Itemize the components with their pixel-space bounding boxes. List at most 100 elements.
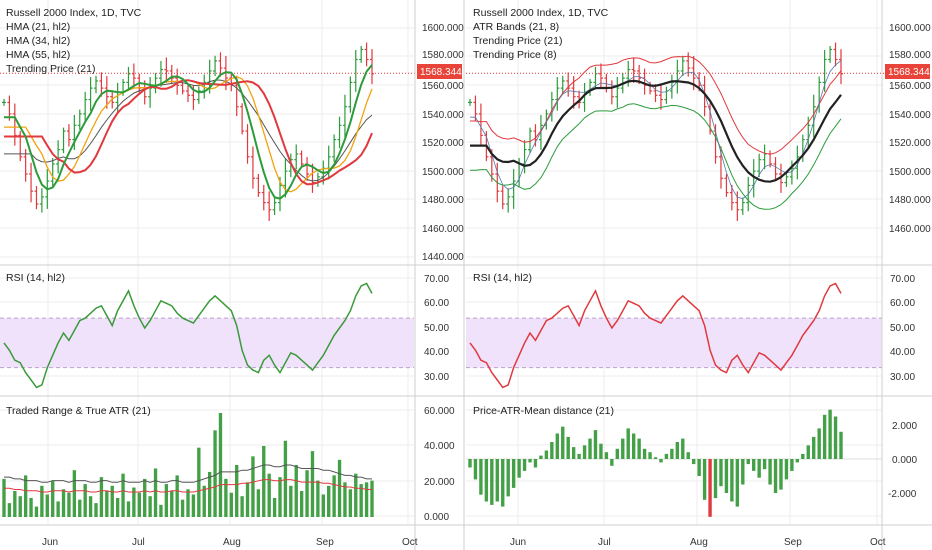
distance-bar xyxy=(528,459,532,463)
distance-bar xyxy=(511,459,516,488)
traded-range-bar xyxy=(310,451,315,517)
right-legend-trending21: Trending Price (21) xyxy=(473,35,562,47)
distance-bar xyxy=(479,459,483,495)
distance-bar xyxy=(506,459,510,497)
left-rsi-axis: 70.00 60.00 50.00 40.00 30.00 xyxy=(424,274,449,383)
traded-range-bar xyxy=(94,503,98,517)
traded-range-bar xyxy=(343,482,347,517)
left-price-tick: 1540.000 xyxy=(422,110,464,121)
distance-bar xyxy=(582,445,587,459)
left-price-tick: 1520.000 xyxy=(422,138,464,149)
distance-bar xyxy=(691,459,696,465)
traded-range-bar xyxy=(218,413,223,517)
distance-bar xyxy=(490,459,494,505)
distance-bar xyxy=(604,452,609,459)
left-vol-axis: 60.000 40.000 20.000 0.000 xyxy=(424,406,455,523)
right-dist-label: Price-ATR-Mean distance (21) xyxy=(473,405,614,417)
left-vol-tick: 0.000 xyxy=(424,512,449,523)
traded-range-bar xyxy=(51,480,55,517)
traded-range-bar xyxy=(23,475,28,517)
left-rsi-tick: 70.00 xyxy=(424,274,449,285)
traded-range-bar xyxy=(99,477,104,517)
traded-range-bar xyxy=(359,484,363,517)
left-month-label: Jun xyxy=(42,537,58,548)
left-price-axis: 1600.000 1580.000 1560.000 1540.000 1520… xyxy=(422,23,464,263)
distance-bar xyxy=(484,459,489,502)
right-month-label: Jul xyxy=(598,537,611,548)
distance-bar xyxy=(686,452,690,459)
right-price-tick: 1520.000 xyxy=(889,138,931,149)
right-dist-tick: -2.000 xyxy=(888,489,917,500)
distance-bar xyxy=(773,459,778,493)
traded-range-bar xyxy=(56,501,60,517)
traded-range-bar xyxy=(110,485,114,517)
distance-bar xyxy=(741,459,745,485)
right-rsi-tick: 60.00 xyxy=(890,298,915,309)
indicator-lines xyxy=(0,55,884,493)
right-last-price-bg xyxy=(885,64,930,79)
traded-range-bar xyxy=(289,485,293,517)
left-rsi-tick: 60.00 xyxy=(424,298,449,309)
traded-range-bar xyxy=(180,499,185,517)
left-vol-tick: 40.000 xyxy=(424,441,455,452)
distance-bar xyxy=(561,426,565,459)
left-price-tick: 1460.000 xyxy=(422,224,464,235)
right-month-label: Aug xyxy=(690,537,708,548)
distance-bar xyxy=(708,459,712,517)
right-rsi-line xyxy=(469,282,842,389)
distance-bar xyxy=(599,443,603,459)
right-last-price-tag: 1568.344 xyxy=(885,64,930,79)
distance-bar xyxy=(615,448,620,459)
traded-range-bar xyxy=(294,465,298,517)
traded-range-bar xyxy=(321,494,325,517)
right-rsi-tick: 30.00 xyxy=(890,372,915,383)
traded-range-bar xyxy=(229,492,233,517)
left-month-label: Oct xyxy=(402,537,418,548)
left-time-axis: Jun Jul Aug Sep Oct xyxy=(42,537,418,548)
left-legend-title: Russell 2000 Index, 1D, TVC xyxy=(6,7,142,19)
traded-range-bar xyxy=(272,497,277,517)
traded-range-bar xyxy=(251,456,255,517)
distance-bar xyxy=(697,459,701,476)
right-price-tick: 1540.000 xyxy=(889,110,931,121)
traded-range-bar xyxy=(29,497,33,517)
true-atr-line xyxy=(4,464,372,483)
distance-bar xyxy=(817,428,821,459)
right-month-label: Jun xyxy=(510,537,526,548)
right-rsi-tick: 40.00 xyxy=(890,347,915,358)
right-rsi-label: RSI (14, hl2) xyxy=(473,272,532,284)
traded-range-bar xyxy=(202,485,206,517)
distance-bar xyxy=(571,447,576,459)
right-price-tick: 1460.000 xyxy=(889,224,931,235)
distance-bar xyxy=(555,433,559,459)
distance-bar xyxy=(637,438,641,459)
distance-bar xyxy=(735,459,740,507)
right-dist-axis: 2.000 0.000 -2.000 xyxy=(888,421,917,500)
right-last-price: 1568.344 xyxy=(888,67,930,78)
distance-bar xyxy=(719,459,723,487)
left-legend-hma21: HMA (21, hl2) xyxy=(6,21,70,33)
traded-range-bar xyxy=(13,491,17,517)
right-legend-title: Russell 2000 Index, 1D, TVC xyxy=(473,7,609,19)
right-price-axis: 1600.000 1580.000 1560.000 1540.000 1520… xyxy=(889,23,931,235)
left-legend-hma34: HMA (34, hl2) xyxy=(6,35,70,47)
distance-bar xyxy=(812,436,816,459)
right-price-tick: 1480.000 xyxy=(889,195,931,206)
left-rsi-label: RSI (14, hl2) xyxy=(6,272,65,284)
rsi-band xyxy=(466,318,882,368)
distance-bar xyxy=(566,436,570,459)
traded-range-bar xyxy=(153,468,158,517)
right-dist-tick: 0.000 xyxy=(892,455,917,466)
traded-range-bar xyxy=(2,478,6,517)
right-trending-price-21 xyxy=(470,79,842,183)
distance-bar xyxy=(790,459,794,471)
distance-bar xyxy=(757,459,761,478)
distance-bar xyxy=(839,431,843,459)
distance-bar xyxy=(533,459,538,468)
distance-bar xyxy=(822,414,827,459)
distance-bar xyxy=(664,453,669,459)
traded-range-bar xyxy=(148,496,152,517)
distance-bar xyxy=(648,452,652,459)
traded-range-bar xyxy=(305,470,309,517)
